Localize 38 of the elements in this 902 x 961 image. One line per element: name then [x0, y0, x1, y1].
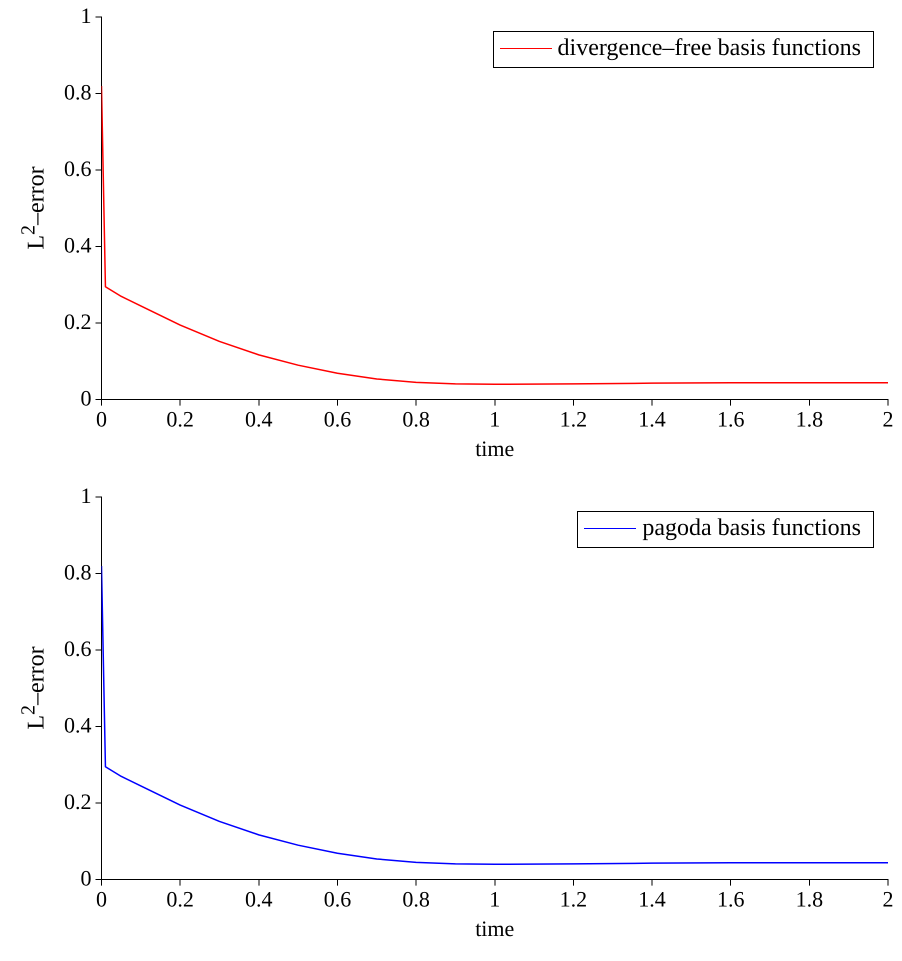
x-tick-label: 1.6 — [716, 886, 744, 912]
y-tick-label: 0 — [80, 865, 92, 890]
x-tick-label: 1.8 — [796, 886, 824, 912]
y-tick-label: 0 — [80, 385, 92, 410]
x-axis-title: time — [475, 436, 514, 462]
y-tick-label: 1 — [80, 482, 92, 508]
x-tick-label: 2 — [882, 886, 894, 912]
y-tick-label: 0.8 — [64, 79, 92, 104]
x-tick-label: 0.8 — [402, 406, 430, 432]
y-tick-label: 1 — [80, 2, 92, 28]
y-tick-label: 0.2 — [64, 308, 92, 334]
y-tick-label: 0.6 — [64, 636, 92, 661]
legend-label: divergence–free basis functions — [558, 35, 861, 62]
x-tick-label: 1.2 — [560, 406, 588, 432]
y-tick-label: 0.4 — [64, 712, 92, 738]
x-tick-label: 0.6 — [324, 406, 352, 432]
x-tick-label: 1 — [489, 886, 500, 912]
x-tick-label: 2 — [882, 406, 894, 432]
y-tick-label: 0.4 — [64, 232, 92, 258]
y-tick-label: 0.6 — [64, 156, 92, 181]
x-tick-label: 0.8 — [402, 886, 430, 912]
x-axis-title: time — [475, 916, 514, 942]
x-tick-label: 1.6 — [716, 406, 744, 432]
x-tick-label: 1.8 — [796, 406, 824, 432]
y-tick-label: 0.8 — [64, 559, 92, 584]
x-tick-label: 0.2 — [166, 406, 194, 432]
legend-label: pagoda basis functions — [642, 515, 861, 542]
x-tick-label: 1 — [489, 406, 500, 432]
x-tick-label: 0.2 — [166, 886, 194, 912]
x-tick-label: 1.2 — [560, 886, 588, 912]
y-tick-label: 0.2 — [64, 788, 92, 814]
x-tick-label: 0.4 — [245, 406, 273, 432]
x-tick-label: 0.4 — [245, 886, 273, 912]
x-tick-label: 0 — [96, 406, 107, 432]
x-tick-label: 0 — [96, 886, 107, 912]
x-tick-label: 1.4 — [638, 406, 666, 432]
x-tick-label: 1.4 — [638, 886, 666, 912]
x-tick-label: 0.6 — [324, 886, 352, 912]
